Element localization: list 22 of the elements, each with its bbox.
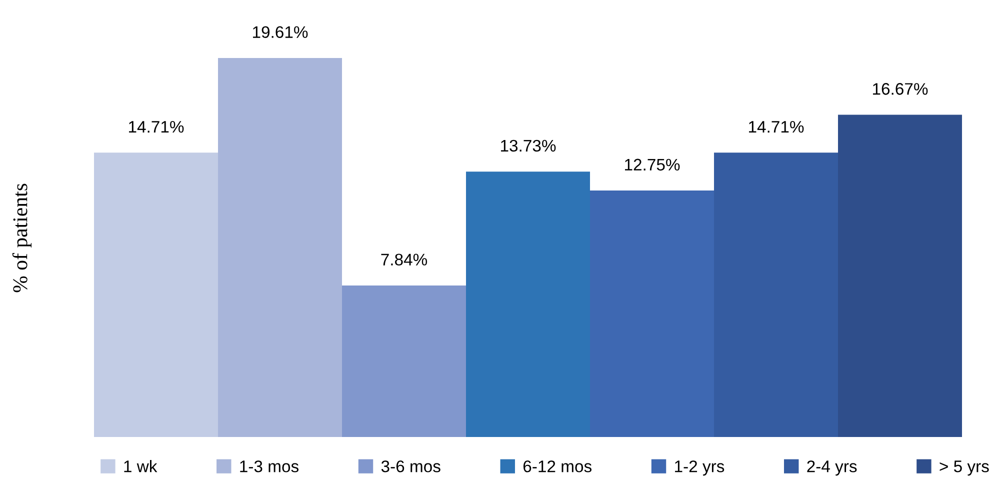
legend-label: 1-2 yrs	[675, 460, 724, 476]
legend-label: 2-4 yrs	[807, 460, 857, 476]
legend-label: 1-3 mos	[240, 460, 298, 472]
bar	[590, 190, 714, 437]
legend-label: 6-12 mos	[523, 460, 592, 472]
data-label: 14.71%	[749, 120, 804, 133]
bar	[94, 152, 218, 437]
data-label: 14.71%	[129, 120, 184, 133]
bar	[218, 58, 342, 437]
data-label: 16.67%	[873, 83, 928, 95]
bar	[838, 114, 962, 437]
data-label: 7.84%	[381, 254, 428, 266]
y-axis-title: % of patients	[12, 184, 32, 292]
legend-label: > 5 yrs	[940, 460, 989, 476]
data-label: 12.75%	[625, 158, 680, 171]
bar	[342, 285, 466, 437]
legend-label: 1 wk	[124, 460, 158, 472]
data-label: 19.61%	[253, 26, 308, 38]
bar	[714, 152, 838, 437]
bar	[466, 172, 590, 437]
legend-label: 3-6 mos	[381, 460, 440, 472]
data-label: 13.73%	[501, 140, 556, 152]
